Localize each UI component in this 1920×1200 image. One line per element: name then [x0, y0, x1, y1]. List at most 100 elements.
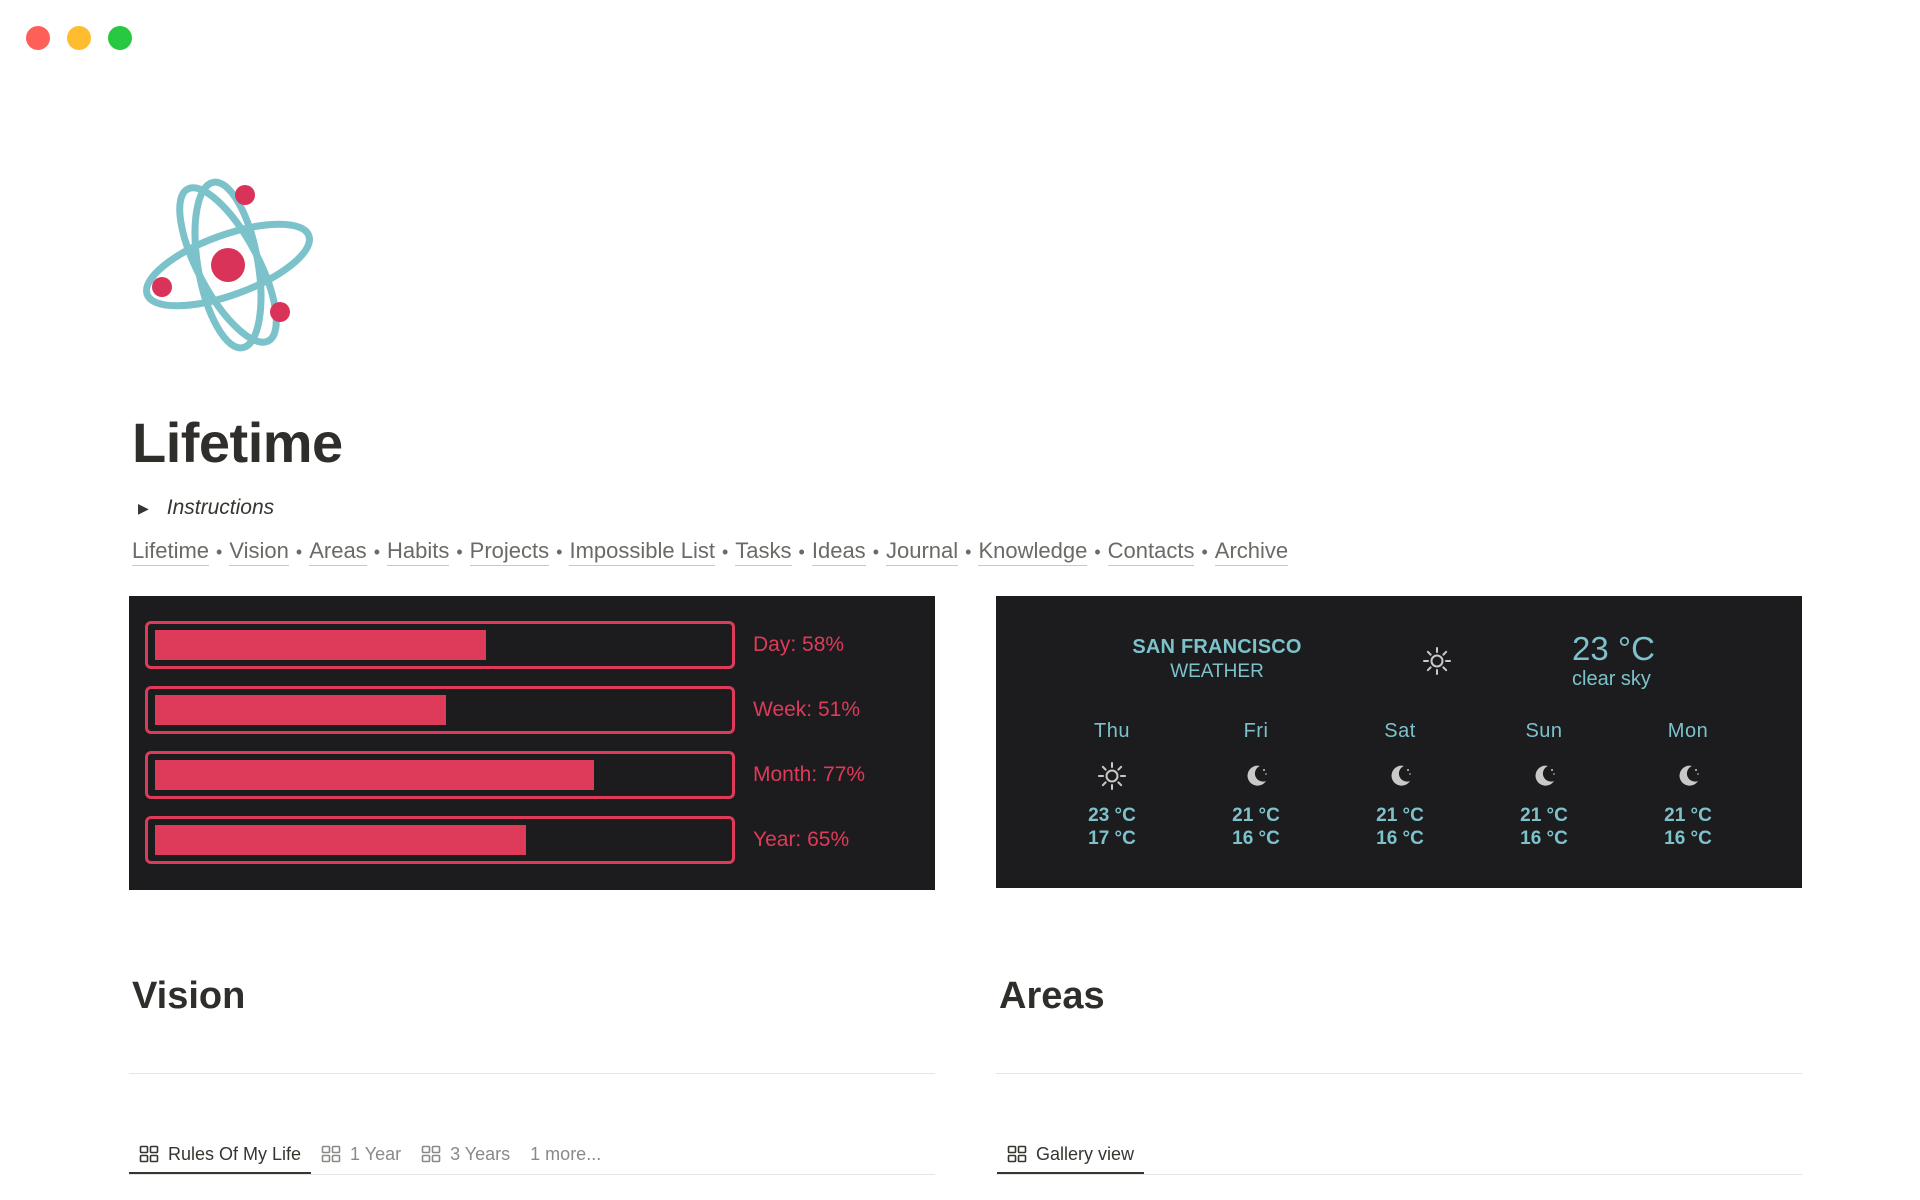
- forecast-day: Sun 21 °C 16 °C: [1494, 720, 1594, 850]
- gallery-icon: [321, 1145, 341, 1163]
- progress-label: Week: 51%: [753, 698, 860, 721]
- weather-subtitle: WEATHER: [1170, 661, 1264, 682]
- weather-location: SAN FRANCISCO WEATHER: [1116, 636, 1318, 683]
- tab-rules-of-my-life[interactable]: Rules Of My Life: [129, 1133, 312, 1175]
- forecast-day-name: Thu: [1094, 720, 1130, 742]
- progress-bar: [145, 686, 735, 734]
- nav-separator: •: [965, 541, 972, 562]
- forecast-day: Fri 21 °C 16 °C: [1206, 720, 1306, 850]
- progress-fill: [155, 760, 594, 790]
- nav-separator: •: [1094, 541, 1101, 562]
- forecast-low: 16 °C: [1664, 828, 1712, 849]
- tab-label: Rules Of My Life: [168, 1143, 302, 1164]
- progress-fill: [155, 825, 526, 855]
- gallery-icon: [1007, 1145, 1027, 1163]
- forecast-low: 16 °C: [1232, 828, 1280, 849]
- progress-label: Day: 58%: [753, 633, 845, 656]
- forecast-high: 21 °C: [1664, 805, 1712, 826]
- progress-row: Day: 58%: [145, 621, 844, 669]
- window-controls: [26, 26, 132, 50]
- tab-label: 3 Years: [450, 1143, 511, 1164]
- maximize-window-button[interactable]: [108, 26, 132, 50]
- forecast-low: 16 °C: [1376, 828, 1424, 849]
- nav-link-areas[interactable]: Areas: [309, 538, 367, 566]
- weather-city: SAN FRANCISCO: [1132, 636, 1302, 658]
- sun-icon: [1097, 761, 1127, 791]
- forecast-high: 21 °C: [1520, 805, 1568, 826]
- nav-link-lifetime[interactable]: Lifetime: [132, 538, 210, 566]
- nav-link-contacts[interactable]: Contacts: [1107, 538, 1195, 566]
- tab-label: Gallery view: [1036, 1143, 1135, 1164]
- moon-icon: [1529, 761, 1559, 791]
- progress-fill: [155, 695, 446, 725]
- weather-widget: SAN FRANCISCO WEATHER 23 °C clear sky Th…: [996, 596, 1802, 888]
- moon-icon: [1241, 761, 1271, 791]
- gallery-icon: [139, 1145, 159, 1163]
- progress-widget: Day: 58% Week: 51% Month: 77% Year: 65%: [129, 596, 935, 890]
- nav-link-habits[interactable]: Habits: [387, 538, 450, 566]
- vision-tabs-underline: [129, 1174, 935, 1175]
- nav-separator: •: [872, 541, 879, 562]
- gallery-icon: [421, 1145, 441, 1163]
- forecast-low: 16 °C: [1520, 828, 1568, 849]
- progress-bar: [145, 621, 735, 669]
- nav-link-projects[interactable]: Projects: [469, 538, 550, 566]
- sun-icon: [1422, 646, 1452, 676]
- weather-current: 23 °C clear sky: [1572, 630, 1655, 691]
- instructions-toggle[interactable]: ▶ Instructions: [138, 496, 274, 520]
- triangle-right-icon[interactable]: ▶: [138, 499, 149, 516]
- current-temperature: 23 °C: [1572, 630, 1655, 667]
- nav-link-impossible-list[interactable]: Impossible List: [569, 538, 715, 566]
- current-description: clear sky: [1572, 668, 1651, 690]
- forecast-low: 17 °C: [1088, 828, 1136, 849]
- areas-heading: Areas: [999, 975, 1105, 1017]
- forecast-day: Mon 21 °C 16 °C: [1638, 720, 1738, 850]
- forecast-day-name: Sun: [1525, 720, 1563, 742]
- vision-view-tabs: Rules Of My Life 1 Year 3 Years 1 more...: [129, 1133, 611, 1175]
- progress-label: Year: 65%: [753, 828, 850, 851]
- vision-divider: [129, 1073, 935, 1074]
- areas-divider: [996, 1073, 1802, 1074]
- close-window-button[interactable]: [26, 26, 50, 50]
- tab-1-more[interactable]: 1 more...: [520, 1133, 611, 1175]
- progress-row: Month: 77%: [145, 751, 865, 799]
- forecast-high: 21 °C: [1376, 805, 1424, 826]
- progress-row: Week: 51%: [145, 686, 860, 734]
- nav-link-knowledge[interactable]: Knowledge: [978, 538, 1088, 566]
- tab-3-years[interactable]: 3 Years: [411, 1133, 520, 1175]
- progress-fill: [155, 630, 486, 660]
- moon-icon: [1673, 761, 1703, 791]
- tab-label: 1 Year: [350, 1143, 402, 1164]
- nav-separator: •: [721, 541, 729, 562]
- moon-icon: [1385, 761, 1415, 791]
- forecast-day-name: Mon: [1667, 720, 1709, 742]
- nav-separator: •: [1201, 541, 1208, 562]
- nav-link-ideas[interactable]: Ideas: [811, 538, 866, 566]
- progress-bar: [145, 751, 735, 799]
- forecast-day: Thu 23 °C 17 °C: [1062, 720, 1162, 850]
- nav-link-archive[interactable]: Archive: [1214, 538, 1289, 566]
- areas-tabs-underline: [996, 1174, 1802, 1175]
- vision-heading: Vision: [132, 975, 246, 1017]
- atom-icon[interactable]: [140, 170, 320, 360]
- progress-row: Year: 65%: [145, 816, 849, 864]
- nav-separator: •: [798, 541, 805, 562]
- nav-link-journal[interactable]: Journal: [886, 538, 959, 566]
- tab-1-year[interactable]: 1 Year: [311, 1133, 411, 1175]
- toggle-label: Instructions: [166, 496, 275, 519]
- progress-bar: [145, 816, 735, 864]
- nav-link-tasks[interactable]: Tasks: [735, 538, 792, 566]
- areas-view-tabs: Gallery view: [997, 1133, 1145, 1175]
- tab-gallery-view[interactable]: Gallery view: [997, 1133, 1145, 1175]
- nav-link-vision[interactable]: Vision: [229, 538, 289, 566]
- progress-label: Month: 77%: [753, 763, 866, 786]
- nav-separator: •: [556, 541, 563, 562]
- minimize-window-button[interactable]: [67, 26, 91, 50]
- nav-separator: •: [216, 541, 223, 562]
- forecast-day-name: Sat: [1384, 720, 1416, 742]
- tab-label: 1 more...: [530, 1143, 602, 1164]
- page-nav-links: Lifetime • Vision • Areas • Habits • Projects • Im…: [132, 538, 1289, 566]
- page-title: Lifetime: [132, 411, 343, 474]
- nav-separator: •: [295, 541, 303, 562]
- nav-separator: •: [373, 541, 380, 562]
